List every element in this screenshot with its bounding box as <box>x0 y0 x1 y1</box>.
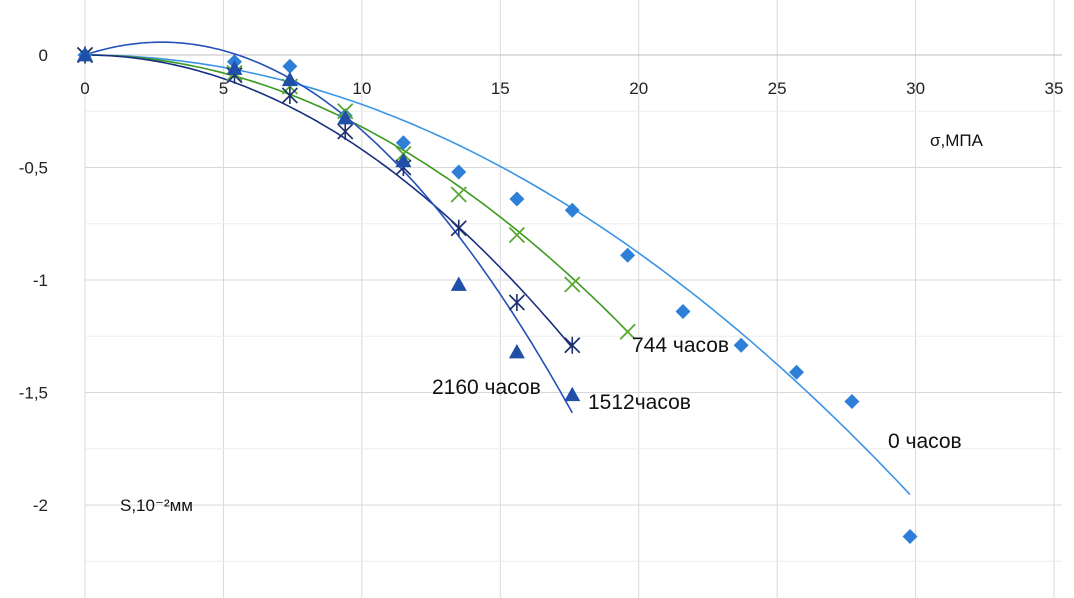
data-point-s0 <box>509 191 525 207</box>
data-point-s3 <box>226 60 243 75</box>
trend-lines <box>84 41 911 496</box>
data-point-s3 <box>564 386 581 402</box>
trend-line-0 <box>85 54 911 496</box>
data-point-s0 <box>902 529 918 544</box>
data-point-s3 <box>395 152 412 168</box>
data-point-s0 <box>451 164 467 180</box>
data-point-s1 <box>450 186 467 203</box>
grid <box>84 0 1062 598</box>
x-tick-label: 20 <box>629 79 648 98</box>
data-point-s1 <box>508 226 526 244</box>
data-point-s2 <box>450 219 467 237</box>
x-tick-labels: 0 5 10 15 20 25 30 35 <box>80 79 1063 98</box>
y-tick-label: 0 <box>39 46 48 65</box>
trend-line-1 <box>85 54 629 333</box>
y-axis-label: S,10⁻²мм <box>120 496 193 515</box>
y-tick-labels: 0 -0,5 -1 -1,5 -2 <box>19 46 48 515</box>
series-label-1: 744 часов <box>632 334 729 357</box>
data-point-s3 <box>77 47 93 62</box>
x-tick-label: 15 <box>491 79 510 98</box>
x-tick-label: 10 <box>352 79 371 98</box>
data-markers <box>76 46 918 544</box>
data-point-s2 <box>564 336 581 354</box>
y-tick-label: -1,5 <box>19 384 48 403</box>
x-tick-label: 30 <box>906 79 925 98</box>
data-point-s3 <box>450 276 467 291</box>
data-point-s0 <box>620 247 636 263</box>
data-point-s1 <box>619 323 636 340</box>
series-label-3: 2160 часов <box>432 376 541 399</box>
x-tick-label: 35 <box>1045 79 1064 98</box>
data-point-s0 <box>564 202 580 218</box>
x-tick-label: 0 <box>80 79 89 98</box>
series-label-2: 1512часов <box>588 391 691 414</box>
trend-line-3 <box>84 41 573 414</box>
data-point-s1 <box>564 276 581 293</box>
data-point-s0 <box>675 304 691 319</box>
data-point-s3 <box>508 344 525 359</box>
x-axis-label: σ,МПА <box>930 131 984 150</box>
data-point-s0 <box>395 135 411 151</box>
data-point-s0 <box>282 58 298 74</box>
data-point-s3 <box>281 71 298 87</box>
data-point-s0 <box>733 337 749 353</box>
y-tick-label: -0,5 <box>19 159 48 178</box>
data-point-s2 <box>337 123 354 140</box>
y-tick-label: -2 <box>33 496 48 515</box>
data-point-s3 <box>337 110 354 125</box>
data-point-s2 <box>281 87 298 104</box>
x-tick-label: 25 <box>768 79 787 98</box>
series-label-0: 0 часов <box>888 430 962 453</box>
data-point-s2 <box>508 294 525 311</box>
data-point-s0 <box>844 394 860 409</box>
data-point-s0 <box>789 364 805 380</box>
x-tick-label: 5 <box>219 79 228 98</box>
trend-line-2 <box>85 54 573 349</box>
y-tick-label: -1 <box>33 271 48 290</box>
